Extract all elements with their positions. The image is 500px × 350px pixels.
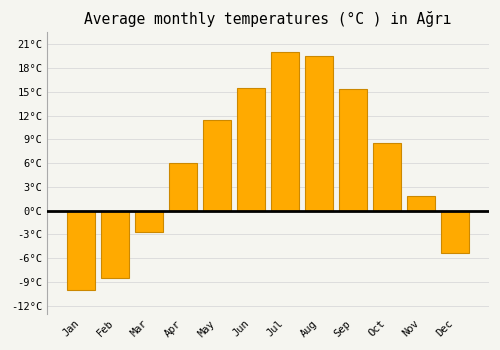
Bar — [271, 52, 299, 211]
Bar — [203, 120, 231, 211]
Bar — [339, 90, 367, 211]
Title: Average monthly temperatures (°C ) in Ağrı: Average monthly temperatures (°C ) in Ağ… — [84, 11, 452, 27]
Bar — [305, 56, 333, 211]
Bar — [237, 88, 265, 211]
Bar — [102, 211, 129, 278]
Bar — [135, 211, 163, 232]
Bar — [441, 211, 469, 253]
Bar — [373, 144, 401, 211]
Bar — [169, 163, 197, 211]
Bar — [68, 211, 95, 290]
Bar — [407, 196, 435, 211]
